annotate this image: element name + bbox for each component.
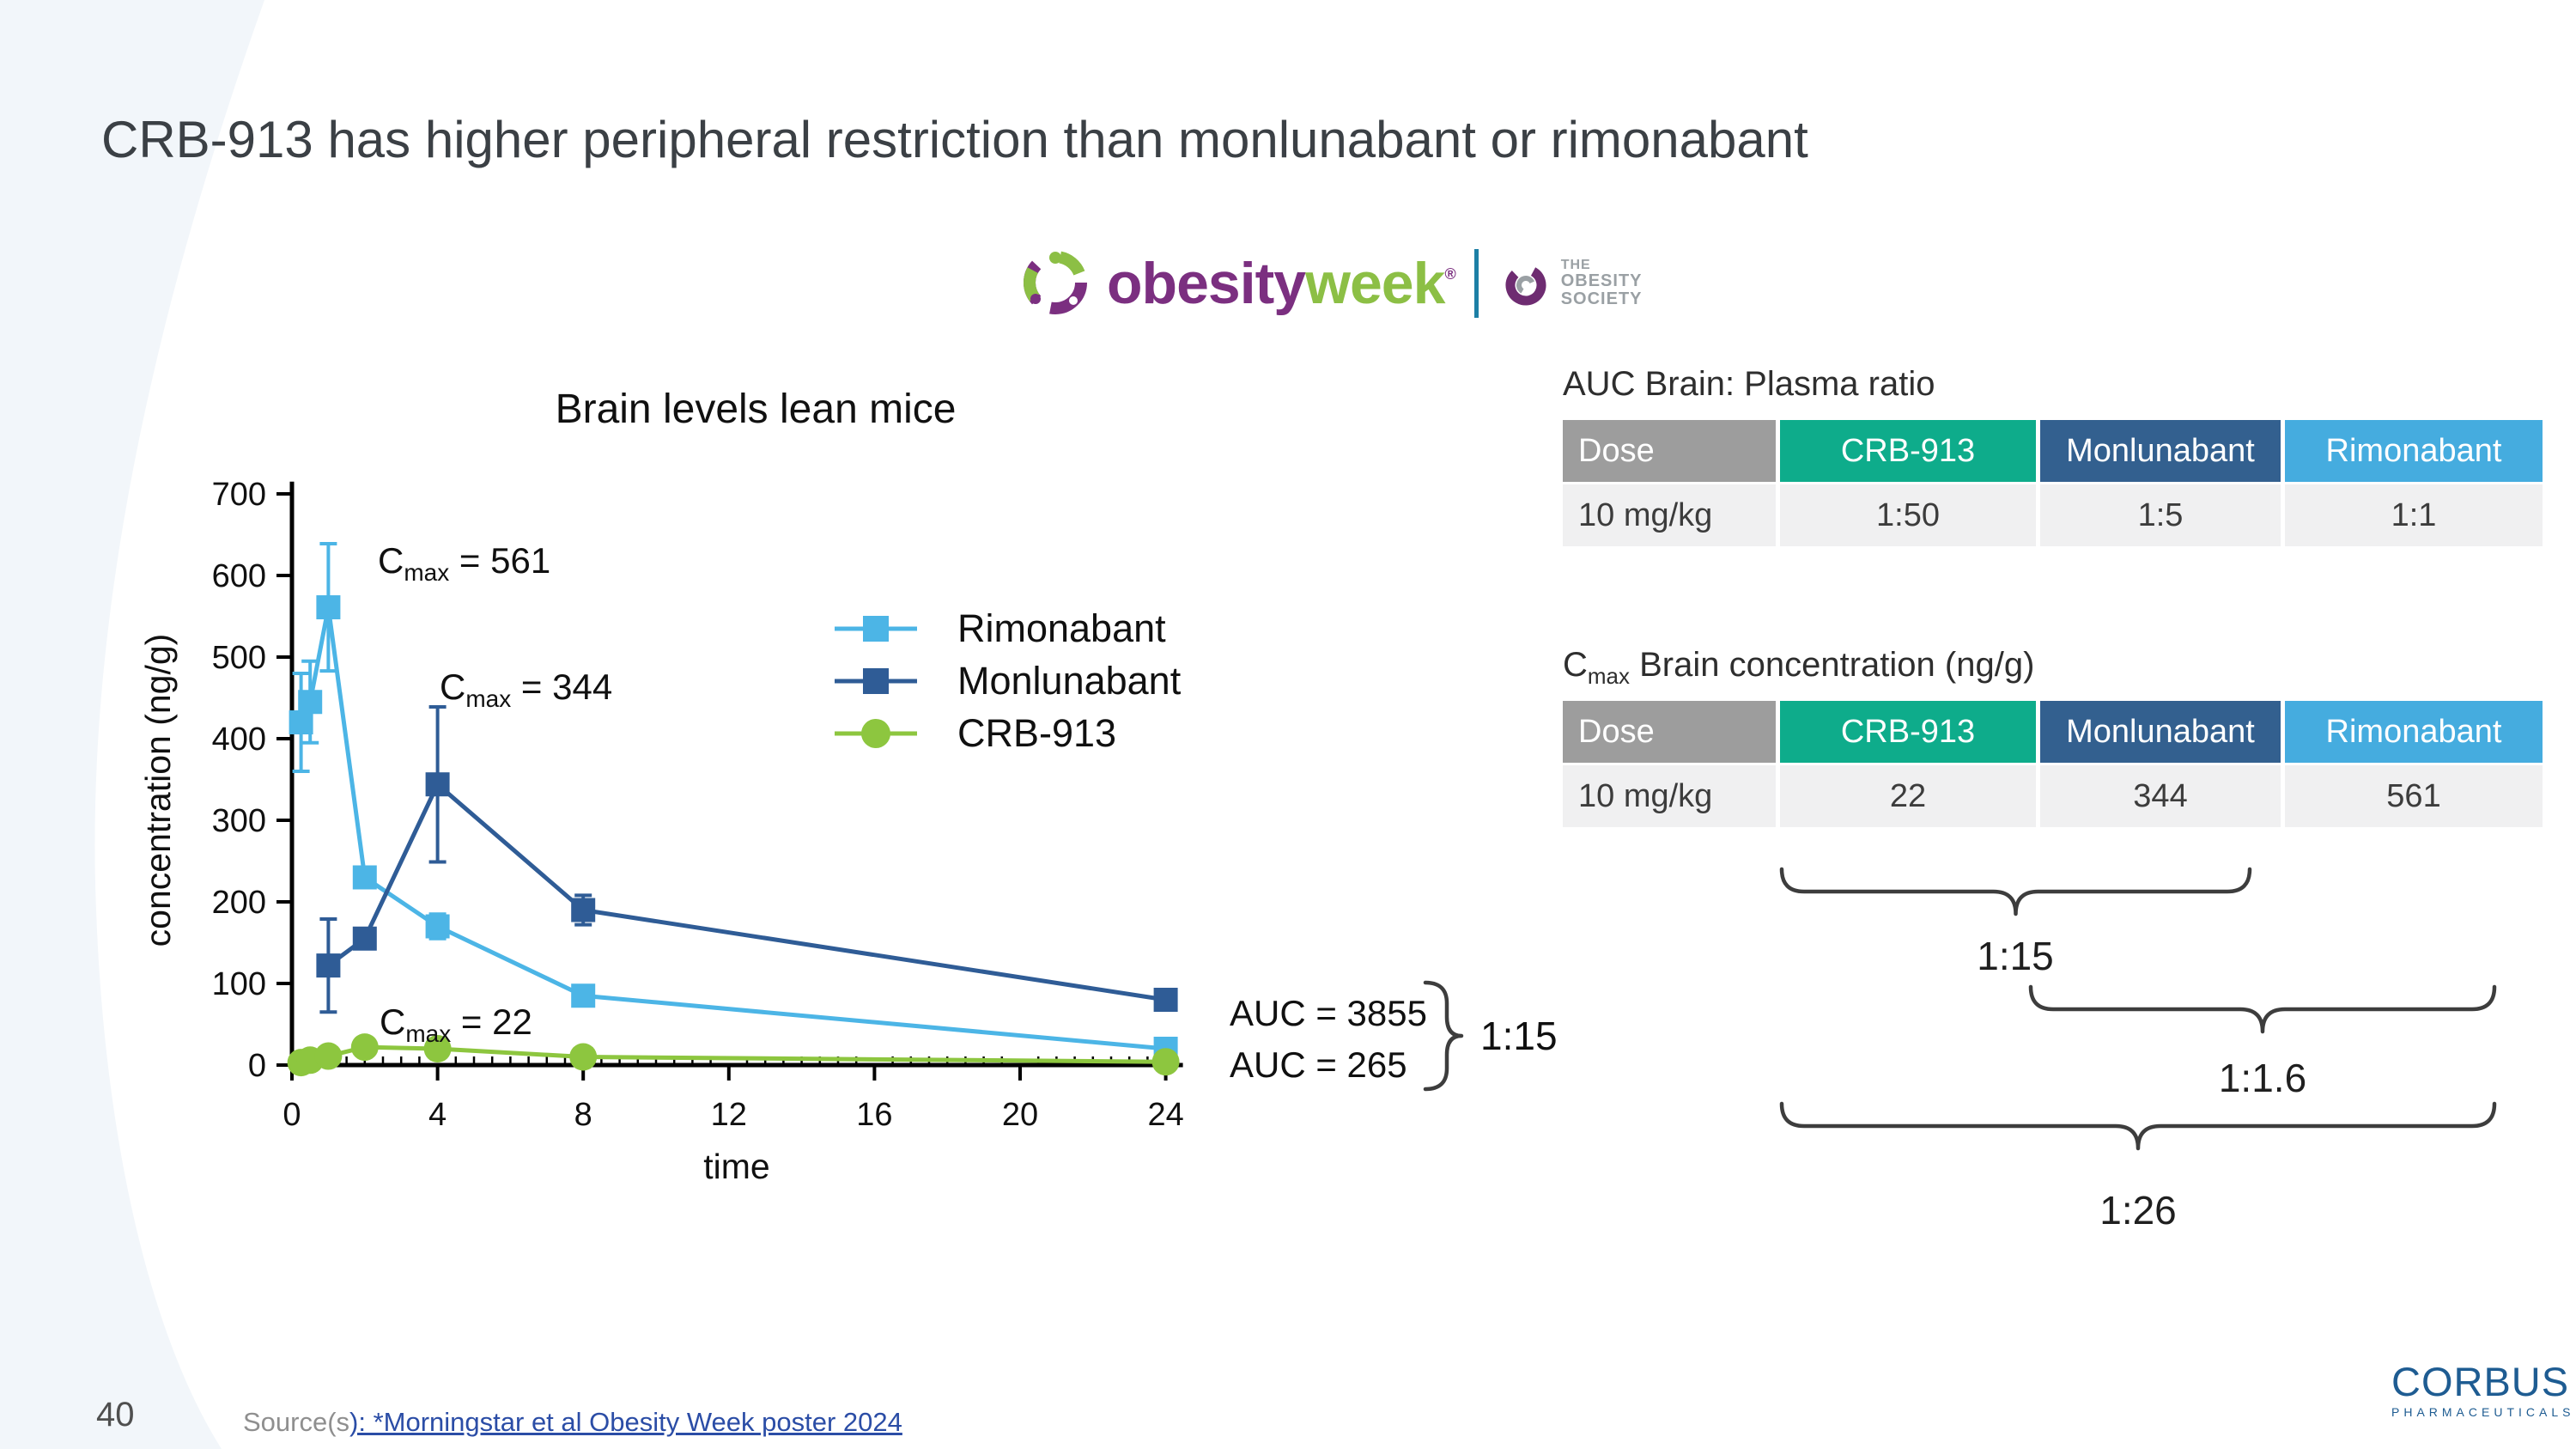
cmax-cell-crb913: 22 (1780, 765, 2036, 827)
x-tick-label: 16 (856, 1097, 892, 1133)
comparison-brace (2028, 984, 2497, 1034)
x-tick-label: 4 (428, 1097, 447, 1133)
data-point (571, 898, 596, 922)
x-axis-label: time (703, 1147, 769, 1186)
cmax-cell-monlunabant: 344 (2040, 765, 2281, 827)
cmax-table-title: Cmax Brain concentration (ng/g) (1563, 646, 2035, 689)
x-tick-label: 0 (283, 1097, 301, 1133)
data-point (1153, 988, 1178, 1012)
chart-title: Brain levels lean mice (556, 387, 957, 432)
slide-title: CRB-913 has higher peripheral restrictio… (101, 111, 1808, 168)
y-tick-label: 0 (248, 1048, 266, 1084)
source-line: Source(s): *Morningstar et al Obesity We… (243, 1407, 902, 1438)
source-prefix: Source(s (243, 1407, 350, 1437)
auc-cell-dose: 10 mg/kg (1563, 484, 1776, 546)
legend-label: CRB-913 (957, 711, 1116, 755)
x-tick-label: 20 (1002, 1097, 1038, 1133)
comparison-brace (1779, 867, 2252, 916)
auc-table: Dose CRB-913 Monlunabant Rimonabant 10 m… (1563, 420, 2543, 546)
auc-header-monlunabant: Monlunabant (2040, 420, 2281, 482)
corbus-logo: CORBUS PHARMACEUTICALS (2391, 1361, 2576, 1449)
obesityweek-wordmark: obesityweek® (1107, 250, 1456, 316)
data-point (298, 690, 323, 715)
series-line (326, 781, 1166, 1002)
data-point (425, 772, 450, 797)
data-point (352, 926, 377, 951)
x-tick-label: 8 (574, 1097, 592, 1133)
obesity-society-text: THE OBESITY SOCIETY (1560, 257, 1643, 308)
cmax-header-rimonabant: Rimonabant (2285, 701, 2543, 763)
legend-label: Rimonabant (957, 606, 1166, 650)
x-tick-label: 12 (711, 1097, 747, 1133)
auc-cell-rimonabant: 1:1 (2285, 484, 2543, 546)
corbus-wordmark: CORBUS PHARMACEUTICALS (2391, 1359, 2575, 1419)
cmax-cell-dose: 10 mg/kg (1563, 765, 1776, 827)
data-point (316, 595, 341, 620)
data-point (1151, 1048, 1180, 1076)
obesity-society-icon (1505, 265, 1546, 305)
ratio-label-crb-vs-mon: 1:15 (1977, 934, 2054, 978)
auc-label: AUC = 265 (1230, 1044, 1407, 1085)
y-axis-label: concentration (ng/g) (138, 634, 178, 947)
brain-levels-chart: Brain levels lean mice concentration (ng/… (138, 387, 1558, 1186)
data-point (352, 865, 377, 890)
auc-cell-crb913: 1:50 (1780, 484, 2036, 546)
ratio-label-crb-vs-rim: 1:26 (2099, 1188, 2177, 1233)
cmax-header-dose: Dose (1563, 701, 1776, 763)
data-point (569, 1043, 598, 1071)
y-tick-label: 500 (212, 640, 266, 676)
y-tick-label: 200 (212, 885, 266, 921)
data-point (350, 1033, 379, 1062)
source-link[interactable]: ): *Morningstar et al Obesity Week poste… (349, 1407, 902, 1437)
page-number: 40 (96, 1396, 135, 1434)
cmax-header-crb913: CRB-913 (1780, 701, 2036, 763)
logo-divider (1473, 248, 1479, 318)
ratio-braces: 1:15 1:1.6 1:26 (1563, 859, 2546, 1263)
cmax-header-monlunabant: Monlunabant (2040, 701, 2281, 763)
legend-marker (863, 616, 889, 642)
obesity-society-logo: THE OBESITY SOCIETY (1501, 257, 1643, 310)
legend-marker (863, 668, 889, 694)
x-tick-label: 24 (1147, 1097, 1183, 1133)
auc-cell-monlunabant: 1:5 (2040, 484, 2281, 546)
cmax-annotation: Cmax = 22 (380, 1002, 532, 1047)
cmax-cell-rimonabant: 561 (2285, 765, 2543, 827)
obesityweek-emblem-icon (1024, 251, 1087, 314)
legend-marker (861, 719, 890, 748)
y-tick-label: 100 (212, 966, 266, 1002)
y-tick-label: 400 (212, 721, 266, 758)
auc-ratio-label: 1:15 (1480, 1014, 1558, 1058)
cmax-table: Dose CRB-913 Monlunabant Rimonabant 10 m… (1563, 701, 2543, 827)
y-tick-label: 600 (212, 558, 266, 594)
y-tick-label: 700 (212, 477, 266, 513)
data-point (571, 983, 596, 1008)
obesityweek-logo: obesityweek® THE OBESITY SOCIETY (1015, 242, 1643, 324)
legend-label: Monlunabant (957, 659, 1182, 703)
ratio-braces-graphics (1779, 867, 2497, 1151)
auc-header-rimonabant: Rimonabant (2285, 420, 2543, 482)
data-point (425, 914, 450, 939)
auc-header-crb913: CRB-913 (1780, 420, 2036, 482)
data-point (316, 953, 341, 978)
right-panel: AUC Brain: Plasma ratio Dose CRB-913 Mon… (1563, 365, 2543, 827)
data-point (423, 1035, 452, 1062)
ratio-label-mon-vs-rim: 1:1.6 (2218, 1056, 2307, 1100)
cmax-annotation: Cmax = 561 (378, 540, 550, 586)
auc-header-dose: Dose (1563, 420, 1776, 482)
data-point (289, 710, 313, 734)
comparison-brace (1779, 1101, 2497, 1151)
auc-label: AUC = 3855 (1230, 993, 1427, 1033)
auc-table-title: AUC Brain: Plasma ratio (1563, 365, 1935, 403)
y-tick-label: 300 (212, 803, 266, 839)
auc-ratio-brace (1423, 980, 1464, 1092)
data-point (314, 1042, 343, 1070)
cmax-annotation: Cmax = 344 (440, 667, 612, 712)
